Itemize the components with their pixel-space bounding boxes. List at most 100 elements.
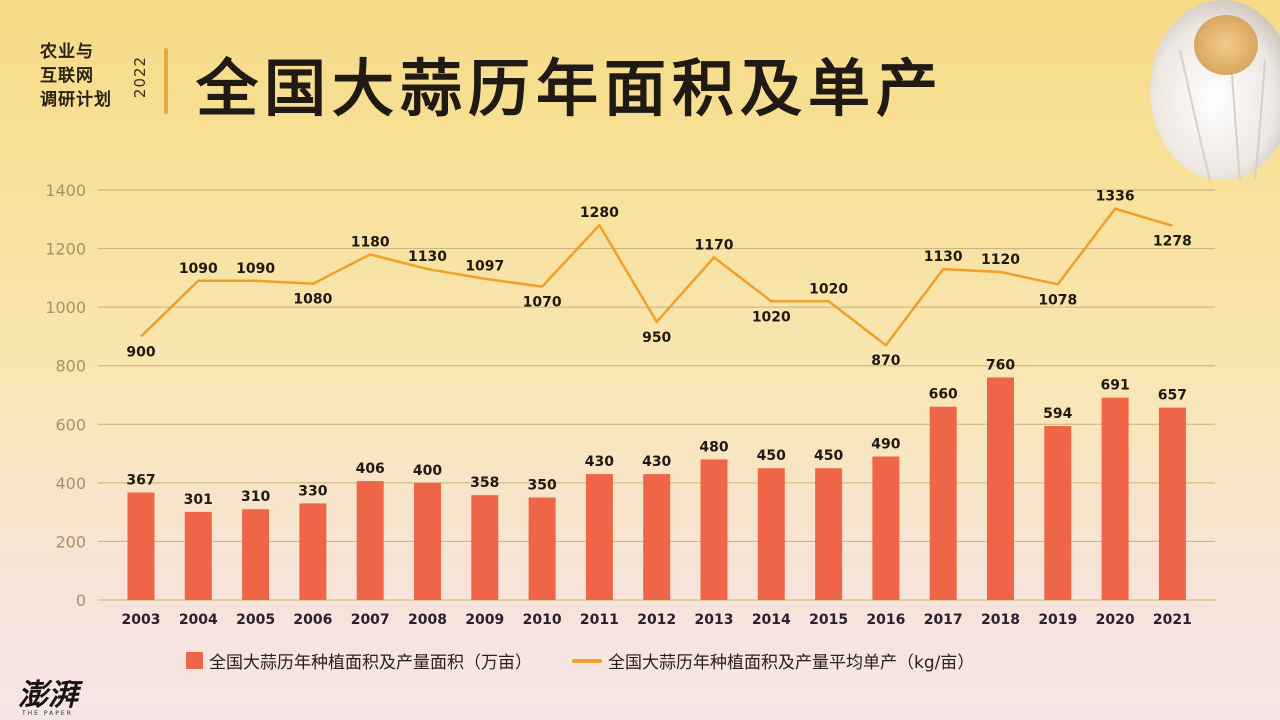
y-tick-label: 0: [76, 591, 86, 610]
bar-value-label: 691: [1100, 378, 1129, 394]
y-tick-label: 1000: [45, 298, 86, 317]
brand-line: 调研计划: [40, 90, 112, 110]
line-value-label: 1120: [981, 252, 1020, 268]
publisher-logo: 澎湃 THE PAPER: [0, 630, 140, 720]
line-value-label: 1280: [580, 205, 619, 221]
y-tick-label: 1400: [45, 181, 86, 200]
brand-line: 农业与: [40, 42, 94, 62]
bar: [1158, 407, 1186, 600]
x-tick-label: 2010: [523, 612, 562, 628]
line-value-label: 1170: [695, 237, 734, 253]
bar-value-label: 310: [241, 489, 270, 505]
line-value-label: 1336: [1096, 189, 1135, 205]
x-tick-label: 2018: [981, 612, 1020, 628]
line-value-label: 1130: [408, 249, 447, 265]
bar-value-label: 330: [298, 483, 327, 499]
bar-value-label: 760: [986, 357, 1015, 373]
x-tick-label: 2009: [465, 612, 504, 628]
x-tick-label: 2016: [866, 612, 905, 628]
bar-value-label: 400: [413, 463, 442, 479]
bar: [528, 497, 556, 600]
x-tick-label: 2012: [637, 612, 676, 628]
logo-text: 澎湃: [18, 678, 78, 713]
bar-swatch-icon: [186, 652, 203, 669]
x-tick-label: 2007: [351, 612, 390, 628]
legend: 全国大蒜历年种植面积及产量面积（万亩） 全国大蒜历年种植面积及产量平均单产（kg…: [186, 648, 1014, 673]
line-series: [140, 207, 1173, 347]
x-tick-label: 2011: [580, 612, 619, 628]
x-tick-label: 2005: [236, 612, 275, 628]
title-divider: [164, 48, 168, 114]
line-value-label: 1078: [1038, 292, 1077, 308]
bar: [643, 474, 671, 600]
line-value-label: 1097: [465, 259, 504, 275]
bar-value-label: 480: [699, 439, 728, 455]
bar-value-label: 406: [356, 461, 385, 477]
bar: [585, 474, 613, 600]
garlic-image: [1150, 0, 1280, 181]
y-tick-label: 800: [55, 357, 86, 376]
x-tick-label: 2008: [408, 612, 447, 628]
brand-text: 农业与 互联网 调研计划: [40, 40, 112, 112]
bar-value-label: 350: [527, 478, 556, 494]
line-value-label: 1070: [523, 295, 562, 311]
bar: [356, 481, 384, 600]
bar-value-label: 450: [814, 448, 843, 464]
y-tick-label: 1200: [45, 240, 86, 259]
line-value-label: 1080: [293, 292, 332, 308]
legend-label: 全国大蒜历年种植面积及产量平均单产（kg/亩）: [608, 653, 975, 673]
x-tick-label: 2013: [695, 612, 734, 628]
x-tick-label: 2006: [293, 612, 332, 628]
y-tick-label: 400: [55, 474, 86, 493]
line-value-label: 1130: [924, 249, 963, 265]
x-tick-label: 2015: [809, 612, 848, 628]
legend-label: 全国大蒜历年种植面积及产量面积（万亩）: [209, 653, 532, 673]
bar: [872, 456, 900, 600]
bar-value-label: 594: [1043, 406, 1072, 422]
y-tick-label: 600: [55, 415, 86, 434]
bar-value-label: 367: [126, 473, 155, 489]
x-tick-label: 2004: [179, 612, 218, 628]
x-tick-label: 2020: [1096, 612, 1135, 628]
bar: [299, 503, 327, 600]
line-value-label: 1180: [351, 234, 390, 250]
bar: [127, 492, 155, 600]
bar-value-label: 490: [871, 437, 900, 453]
bar: [1101, 397, 1129, 600]
page-title: 全国大蒜历年面积及单产: [196, 52, 945, 125]
legend-item-bar: 全国大蒜历年种植面积及产量面积（万亩）: [186, 648, 532, 673]
bar-value-label: 301: [184, 492, 213, 508]
bar: [929, 406, 957, 600]
x-tick-label: 2014: [752, 612, 791, 628]
line-value-label: 1278: [1153, 234, 1192, 250]
line-value-label: 1020: [752, 309, 791, 325]
brand-block: 农业与 互联网 调研计划 2022: [40, 40, 165, 120]
x-tick-label: 2003: [122, 612, 161, 628]
bar-value-label: 657: [1158, 388, 1187, 404]
x-tick-label: 2021: [1153, 612, 1192, 628]
line-value-label: 1020: [809, 281, 848, 297]
bar: [471, 495, 499, 600]
bar: [414, 482, 441, 600]
line-value-label: 870: [871, 353, 900, 369]
logo-subtext: THE PAPER: [22, 710, 73, 717]
bar-value-label: 430: [642, 454, 671, 470]
legend-item-line: 全国大蒜历年种植面积及产量平均单产（kg/亩）: [572, 648, 974, 673]
brand-line: 互联网: [40, 66, 94, 86]
bar: [815, 468, 843, 600]
bar: [184, 511, 212, 600]
bar: [987, 377, 1014, 600]
bar-value-label: 430: [585, 454, 614, 470]
bar-value-label: 660: [929, 387, 958, 403]
bar: [757, 468, 785, 600]
x-tick-label: 2017: [924, 612, 963, 628]
line-value-label: 950: [642, 330, 671, 346]
line-value-label: 900: [126, 344, 155, 360]
x-tick-label: 2019: [1038, 612, 1077, 628]
y-tick-label: 200: [55, 532, 86, 551]
bar: [1044, 426, 1072, 600]
line-value-label: 1090: [179, 261, 218, 277]
bar-value-label: 450: [757, 448, 786, 464]
line-swatch-icon: [572, 658, 602, 663]
